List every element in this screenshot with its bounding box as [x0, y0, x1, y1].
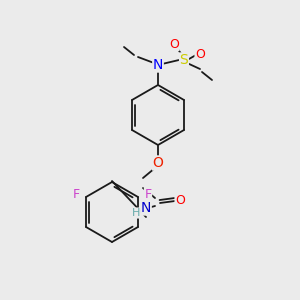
Text: H: H [132, 208, 140, 218]
Text: N: N [141, 201, 151, 215]
Text: O: O [169, 38, 179, 50]
Text: F: F [73, 188, 80, 200]
Text: F: F [144, 188, 152, 200]
Text: S: S [180, 53, 188, 67]
Text: O: O [195, 49, 205, 62]
Text: N: N [153, 58, 163, 72]
Text: O: O [153, 156, 164, 170]
Text: O: O [175, 194, 185, 208]
